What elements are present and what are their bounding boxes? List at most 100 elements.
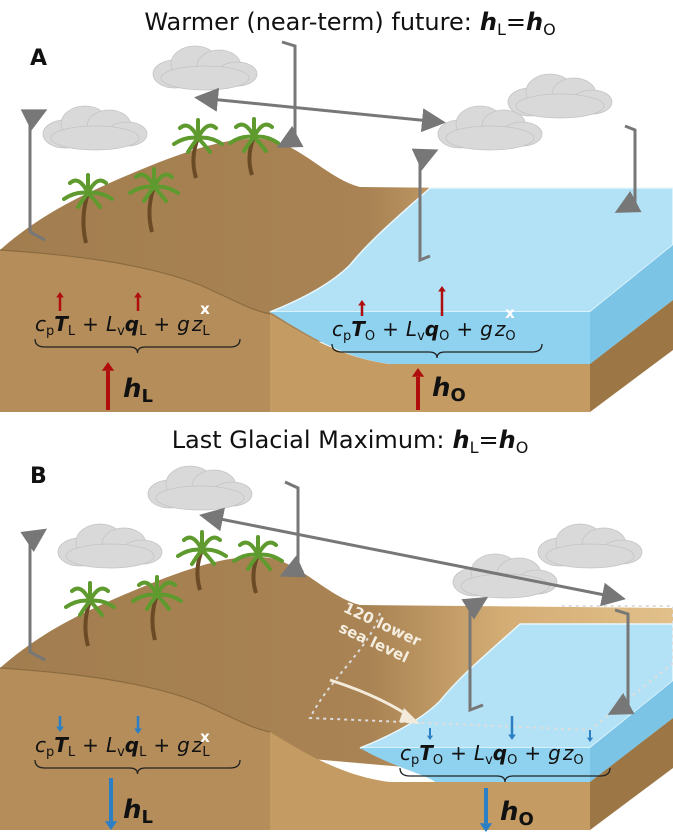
land-front-face [0,250,270,412]
change-arrow-head [438,286,446,292]
operator: + [450,741,467,765]
circulation-arrow [194,87,446,133]
palm-frond [252,135,268,153]
title-text: Last Glacial Maximum: [172,426,445,454]
symbol: z [191,733,203,757]
sediment-side [590,718,673,830]
total-label: hO [432,373,466,406]
change-arrow-head [426,735,434,740]
palm-frond [88,586,110,603]
symbol: h [480,8,497,36]
subscript: p [411,753,419,768]
ocean-side [590,245,673,364]
land-front-line [0,667,271,733]
circulation-arrow [279,480,307,578]
cloud-puff [65,543,155,569]
symbol: c [400,741,411,765]
sea-level-arrow-head [399,708,420,724]
subscript: p [46,745,54,760]
no-change-mark: x [200,728,210,746]
symbol: g [480,317,493,341]
ocean-top [269,187,673,313]
circulation-arrow [276,40,304,148]
sediment-front [270,314,590,412]
symbol: T [351,317,366,341]
change-arrow-head [134,292,142,298]
circulation-arrow [20,109,48,242]
symbol: h [453,426,470,454]
subscript: O [451,385,466,406]
subscript: v [117,324,125,339]
cloud [147,465,253,511]
subscript: L [139,324,147,339]
symbol: z [191,312,203,336]
panel-label: A [30,46,47,71]
symbol: z [562,741,574,765]
subscript: L [497,20,506,39]
circulation-arrow [20,528,47,662]
symbol: h [123,795,142,825]
equation: cpTO + LvqO + g zO [400,741,584,768]
operator: = [506,8,526,36]
subscript: L [202,745,210,760]
symbol: h [526,8,543,36]
subscript: L [142,807,153,828]
brace [34,338,241,354]
subscript: L [142,386,153,407]
brace [331,343,543,359]
cloud-puff [155,485,245,511]
change-arrow-head [508,734,516,740]
symbol: L [474,741,485,765]
equation: cpTO + LvqO + g zO [332,317,516,344]
subscript: p [343,329,351,344]
subscript: L [202,324,210,339]
symbol: T [419,741,434,765]
ocean-front [270,312,590,364]
symbol: h [500,797,519,827]
change-arrow-head [411,368,425,377]
cloud-puff [445,125,535,151]
symbol: T [54,312,69,336]
circulation-arrow [411,148,439,263]
circulation-arrow [461,596,489,713]
panel-title: Last Glacial Maximum: hL=hO [172,426,529,457]
subscript: L [68,745,76,760]
symbol: L [406,317,417,341]
cloud-puff [515,93,605,119]
change-arrow-head [358,300,366,306]
subscript: p [46,324,54,339]
symbol: T [54,733,69,757]
subscript: O [433,753,443,768]
symbol: c [332,317,343,341]
cloud-puff [545,543,635,569]
operator: + [153,733,170,757]
subscript: O [507,753,517,768]
symbol: h [432,373,451,403]
no-change-mark: x [200,300,210,318]
cloud [42,105,148,151]
land-front-line [0,249,271,315]
title-text: Warmer (near-term) future: [144,8,472,36]
subscript: O [365,329,375,344]
operator: + [524,741,541,765]
subscript: O [519,809,534,830]
ocean-top [359,623,673,749]
total-label: hL [123,795,153,828]
palm-frond [86,191,102,209]
subscript: O [505,329,515,344]
subscript: L [470,438,479,457]
palm-frond [88,599,104,617]
sediment-side [590,300,673,412]
palm-frond [152,172,174,189]
circulation-arrow [614,124,642,213]
palm-frond [86,178,108,195]
circulation-arrow [199,507,626,607]
subscript: O [516,438,529,457]
subscript: O [573,753,583,768]
cloud [152,45,258,91]
subscript: v [417,329,425,344]
brace [399,767,611,783]
cloud [57,523,163,569]
land-front-face [0,668,270,830]
